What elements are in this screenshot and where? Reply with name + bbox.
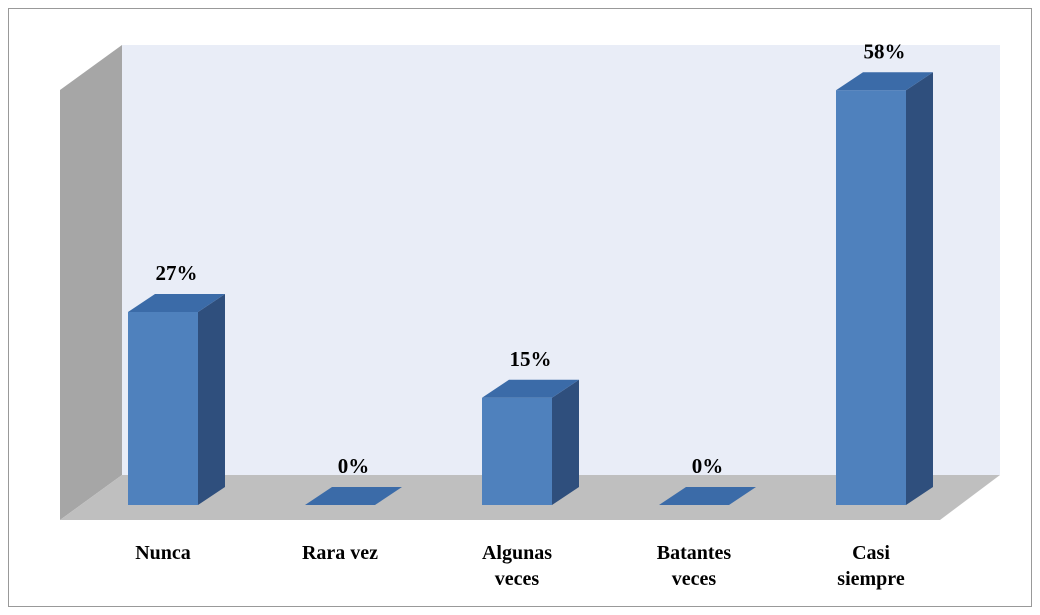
bar-front bbox=[836, 90, 906, 506]
value-label: 0% bbox=[692, 454, 724, 478]
bar bbox=[482, 379, 579, 505]
bar-top bbox=[482, 379, 579, 398]
bar bbox=[836, 72, 933, 506]
x-tick-label: Batantes veces bbox=[656, 542, 732, 590]
bar-top bbox=[836, 72, 933, 91]
x-tick-label: Rara vez bbox=[301, 542, 379, 564]
bar-top bbox=[305, 487, 402, 505]
value-label: 0% bbox=[338, 454, 370, 478]
bar bbox=[659, 487, 756, 505]
bar bbox=[305, 487, 402, 505]
bar-side bbox=[906, 72, 933, 506]
bar-top bbox=[128, 293, 225, 312]
back-wall bbox=[122, 45, 1000, 475]
value-label: 15% bbox=[510, 347, 552, 371]
x-tick-label: Nunca bbox=[135, 542, 191, 564]
bar-front bbox=[128, 311, 198, 505]
bar-side bbox=[198, 293, 225, 505]
bar-top bbox=[659, 487, 756, 505]
x-tick-label: Casi siempre bbox=[837, 542, 905, 590]
value-label: 58% bbox=[864, 39, 906, 63]
value-label: 27% bbox=[156, 261, 198, 285]
bar-front bbox=[482, 397, 552, 505]
x-tick-label: Algunas veces bbox=[481, 542, 553, 590]
bar-side bbox=[552, 379, 579, 505]
bar bbox=[128, 293, 225, 505]
side-wall bbox=[60, 45, 122, 520]
